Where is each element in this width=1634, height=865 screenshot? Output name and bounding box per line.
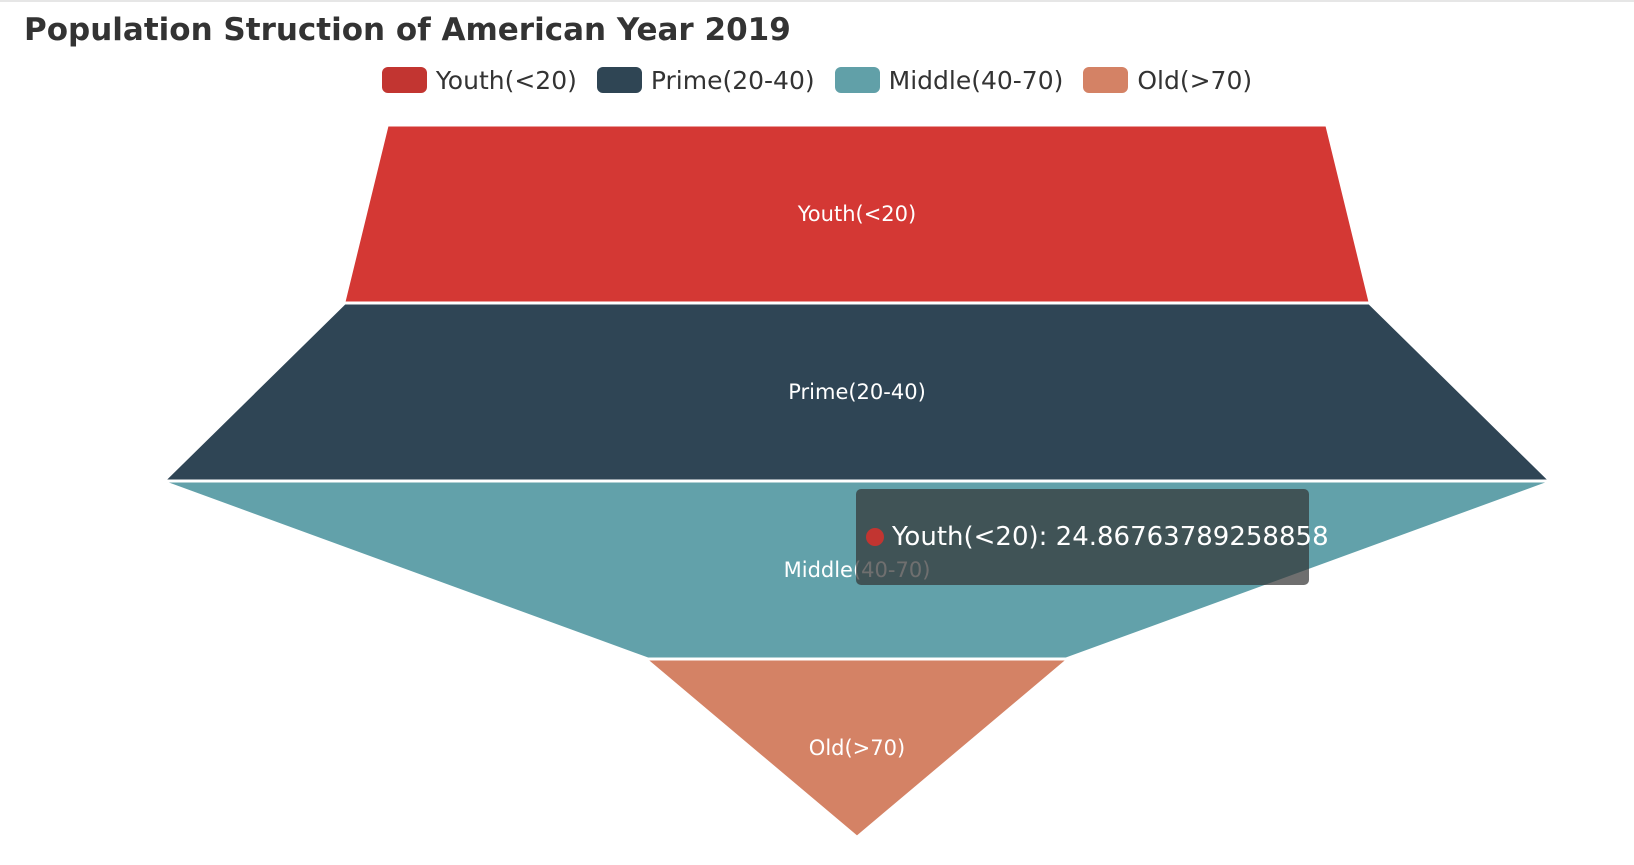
legend-swatch-youth <box>381 67 427 93</box>
legend-swatch-old <box>1083 67 1129 93</box>
funnel-segment-prime[interactable] <box>164 303 1550 481</box>
chart-title: Population Struction of American Year 20… <box>24 12 791 48</box>
legend-label-middle: Middle(40-70) <box>888 65 1064 95</box>
tooltip-marker-icon <box>866 528 884 546</box>
legend-label-youth: Youth(<20) <box>435 65 577 95</box>
tooltip-text: Youth(<20): 24.86763789258858 <box>892 522 1329 552</box>
legend-item-prime[interactable]: Prime(20-40) <box>596 65 815 95</box>
top-divider <box>0 0 1634 2</box>
funnel-label-prime: Prime(20-40) <box>788 380 926 404</box>
funnel-segments <box>164 125 1550 837</box>
funnel-label-old: Old(>70) <box>809 736 905 760</box>
legend-swatch-middle <box>834 67 880 93</box>
legend-item-youth[interactable]: Youth(<20) <box>381 65 577 95</box>
legend-label-old: Old(>70) <box>1137 65 1253 95</box>
tooltip: Youth(<20): 24.86763789258858 <box>856 489 1329 585</box>
legend: Youth(<20) Prime(20-40) Middle(40-70) Ol… <box>0 62 1634 98</box>
legend-label-prime: Prime(20-40) <box>650 65 815 95</box>
legend-swatch-prime <box>596 67 642 93</box>
funnel-segment-old[interactable] <box>646 659 1068 837</box>
funnel-segment-youth[interactable] <box>344 125 1370 303</box>
funnel-label-youth: Youth(<20) <box>797 202 916 226</box>
legend-item-middle[interactable]: Middle(40-70) <box>834 65 1064 95</box>
legend-item-old[interactable]: Old(>70) <box>1083 66 1252 95</box>
